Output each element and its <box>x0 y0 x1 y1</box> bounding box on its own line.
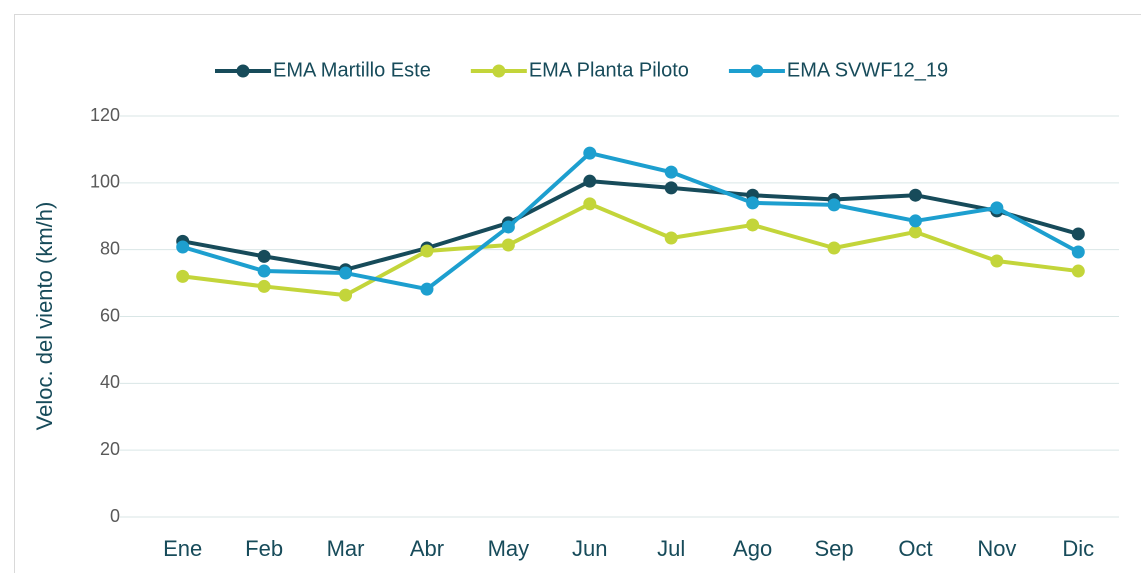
x-tick-label: Jun <box>572 536 607 561</box>
series-line <box>182 201 1079 298</box>
data-point <box>664 181 678 195</box>
chart-frame <box>14 14 1141 573</box>
data-point <box>501 220 515 234</box>
data-point <box>583 146 597 160</box>
data-point <box>583 174 597 188</box>
legend-label: EMA Planta Piloto <box>529 59 689 81</box>
data-point <box>257 249 271 263</box>
data-point <box>1071 264 1085 278</box>
x-tick-label: Ene <box>163 536 202 561</box>
series-line <box>182 179 1079 272</box>
legend-marker <box>492 64 506 78</box>
y-axis-label: Veloc. del viento (km/h) <box>32 202 57 431</box>
data-point <box>176 269 190 283</box>
y-tick-label: 20 <box>100 439 120 459</box>
data-point <box>664 165 678 179</box>
x-tick-label: Mar <box>327 536 365 561</box>
data-point <box>827 241 841 255</box>
data-point <box>990 254 1004 268</box>
y-tick-label: 40 <box>100 372 120 392</box>
legend-marker <box>750 64 764 78</box>
x-tick-label: Jul <box>657 536 685 561</box>
x-tick-label: Dic <box>1062 536 1094 561</box>
series-line <box>182 151 1080 292</box>
x-tick-label: Ago <box>733 536 772 561</box>
data-point <box>827 198 841 212</box>
data-point <box>908 188 922 202</box>
data-point <box>1071 245 1085 259</box>
x-tick-label: Oct <box>898 536 932 561</box>
legend-label: EMA Martillo Este <box>273 59 431 81</box>
y-tick-label: 100 <box>90 172 120 192</box>
data-point <box>908 214 922 228</box>
data-point <box>583 197 597 211</box>
data-point <box>746 196 760 210</box>
legend-marker <box>236 64 250 78</box>
data-point <box>339 266 353 280</box>
data-point <box>420 244 434 258</box>
y-tick-label: 0 <box>110 506 120 526</box>
legend-label: EMA SVWF12_19 <box>787 59 948 81</box>
data-point <box>339 288 353 302</box>
x-tick-label: May <box>488 536 530 561</box>
x-tick-label: Nov <box>977 536 1016 561</box>
data-point <box>908 225 922 239</box>
data-point <box>257 264 271 278</box>
data-point <box>257 279 271 293</box>
data-point <box>746 218 760 232</box>
x-tick-label: Abr <box>410 536 444 561</box>
data-point <box>176 240 190 254</box>
data-point <box>664 231 678 245</box>
y-tick-label: 60 <box>100 305 120 325</box>
x-tick-label: Feb <box>245 536 283 561</box>
data-point <box>501 238 515 252</box>
data-point <box>420 282 434 296</box>
y-tick-label: 120 <box>90 105 120 125</box>
y-tick-label: 80 <box>100 238 120 258</box>
data-point <box>990 201 1004 215</box>
x-tick-label: Sep <box>814 536 853 561</box>
data-point <box>1071 227 1085 241</box>
